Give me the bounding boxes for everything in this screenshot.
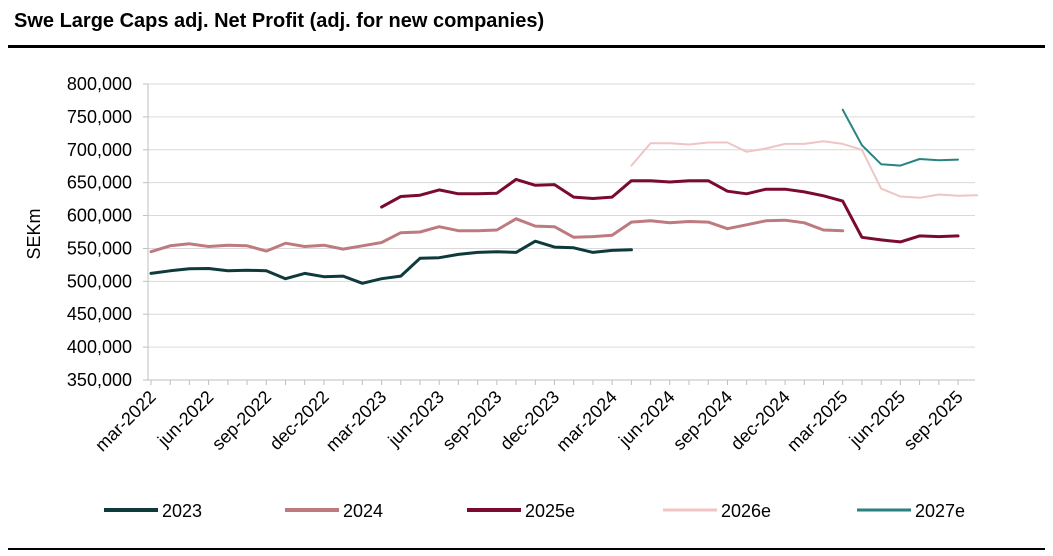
legend-label-2027e: 2027e xyxy=(915,501,965,521)
axes xyxy=(143,83,975,385)
x-tick-label: dec-2024 xyxy=(727,387,794,454)
legend-label-2024: 2024 xyxy=(343,501,383,521)
x-tick-label: mar-2022 xyxy=(91,387,160,456)
x-tick-label: sep-2025 xyxy=(900,387,967,454)
y-tick-label: 450,000 xyxy=(67,304,132,324)
legend-label-2026e: 2026e xyxy=(721,501,771,521)
y-tick-labels: 350,000 400,000 450,000 500,000 550,000 600,0… xyxy=(67,74,132,390)
y-tick-label: 650,000 xyxy=(67,173,132,193)
y-tick-label: 500,000 xyxy=(67,271,132,291)
x-tick-label: jun-2024 xyxy=(614,387,678,451)
x-tick-label: mar-2024 xyxy=(552,387,621,456)
x-tick-label: jun-2023 xyxy=(384,387,448,451)
legend-label-2023: 2023 xyxy=(162,501,202,521)
series-lines xyxy=(149,108,979,285)
chart-title: Swe Large Caps adj. Net Profit (adj. for… xyxy=(14,10,545,32)
x-tick-label: jun-2025 xyxy=(845,387,909,451)
x-tick-label: sep-2024 xyxy=(669,387,736,454)
x-tick-label: dec-2022 xyxy=(266,387,333,454)
series-line-2024 xyxy=(149,217,845,254)
series-line-2026e xyxy=(630,140,979,199)
y-axis-label: SEKm xyxy=(24,208,44,259)
legend: 2023 2024 2025e 2026e 2027e xyxy=(104,501,965,521)
y-tick-label: 750,000 xyxy=(67,107,132,127)
series-line-2023 xyxy=(149,239,633,285)
x-tick-label: sep-2022 xyxy=(208,387,275,454)
x-tick-label: mar-2023 xyxy=(322,387,391,456)
bottom-divider xyxy=(8,548,1045,550)
title-divider xyxy=(8,45,1045,48)
y-tick-label: 350,000 xyxy=(67,370,132,390)
x-tick-label: sep-2023 xyxy=(438,387,505,454)
x-tick-labels: mar-2022jun-2022sep-2022dec-2022mar-2023… xyxy=(91,387,967,456)
y-tick-label: 550,000 xyxy=(67,238,132,258)
legend-label-2025e: 2025e xyxy=(525,501,575,521)
x-tick-label: jun-2022 xyxy=(153,387,217,451)
series-line-2025e xyxy=(380,177,960,244)
x-tick-label: dec-2023 xyxy=(496,387,563,454)
y-tick-label: 800,000 xyxy=(67,74,132,94)
y-tick-label: 700,000 xyxy=(67,140,132,160)
series-line-2027e xyxy=(841,108,959,167)
y-tick-label: 600,000 xyxy=(67,206,132,226)
y-tick-label: 400,000 xyxy=(67,337,132,357)
x-tick-label: mar-2025 xyxy=(783,387,852,456)
